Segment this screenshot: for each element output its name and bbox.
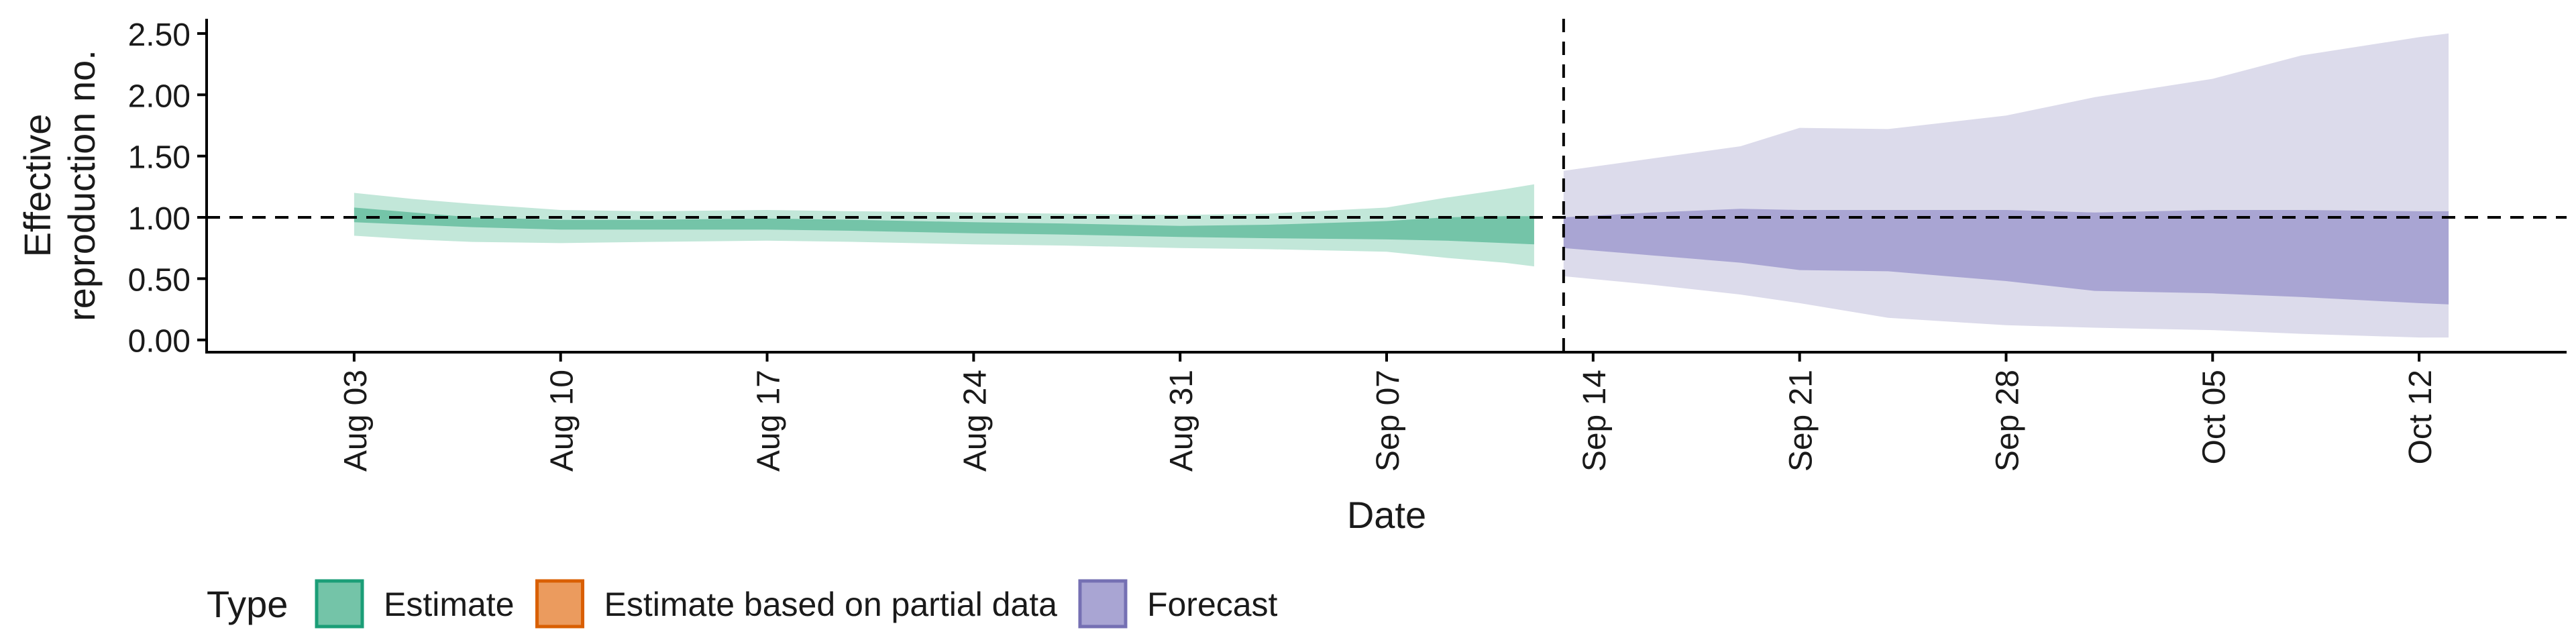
plot-area: 0.000.501.001.502.002.50 Aug 03 Aug 10 Aug…: [128, 17, 2567, 472]
x-tick-label: Oct 12: [2403, 370, 2438, 464]
x-tick-label: Aug 10: [545, 370, 580, 472]
estimate-band-50: [354, 207, 1534, 245]
x-tick-label: Oct 05: [2196, 370, 2232, 464]
y-axis-ticks: 0.00 0.50 1.00 1.50 2.00 2.50: [128, 17, 207, 360]
y-tick-label: 0.00: [128, 324, 191, 360]
y-axis-title: Effectivereproduction no.: [16, 50, 103, 321]
legend-label-estimate: Estimate: [384, 586, 515, 623]
legend-label-estimate-based-on-partial-data: Estimate based on partial data: [604, 586, 1058, 623]
y-tick-label: 1.50: [128, 140, 191, 176]
x-tick-label: Sep 07: [1371, 370, 1406, 472]
x-tick-label: Aug 31: [1164, 370, 1199, 472]
x-axis-ticks: Aug 03 Aug 10 Aug 17 Aug 24 Aug 31 Sep 07 Sep …: [338, 352, 2438, 472]
x-tick-label: Aug 24: [957, 370, 993, 472]
legend-swatch-estimate-based-on-partial-data: [535, 579, 585, 629]
x-tick-label: Aug 03: [338, 370, 374, 472]
y-tick-label: 1.00: [128, 201, 191, 237]
y-tick-label: 0.50: [128, 262, 191, 298]
y-tick-label: 2.50: [128, 17, 191, 53]
legend-swatch-estimate: [315, 579, 364, 629]
legend-label-forecast: Forecast: [1147, 586, 1278, 623]
y-axis-title-line: Effective: [16, 114, 58, 258]
y-tick-label: 2.00: [128, 78, 191, 114]
x-tick-label: Aug 17: [751, 370, 787, 472]
y-axis-title-line: reproduction no.: [60, 50, 103, 321]
legend-swatch-forecast: [1078, 579, 1128, 629]
uncertainty-bands: [354, 33, 2449, 338]
x-tick-label: Sep 28: [1990, 370, 2025, 472]
x-tick-label: Sep 14: [1577, 370, 1613, 472]
legend-title: Type: [207, 583, 288, 625]
legend: Type Estimate Estimate based on partial d…: [207, 579, 1278, 629]
x-tick-label: Sep 21: [1784, 370, 1819, 472]
x-axis-title: Date: [1347, 494, 1426, 536]
forecast-band-50: [1563, 209, 2449, 305]
